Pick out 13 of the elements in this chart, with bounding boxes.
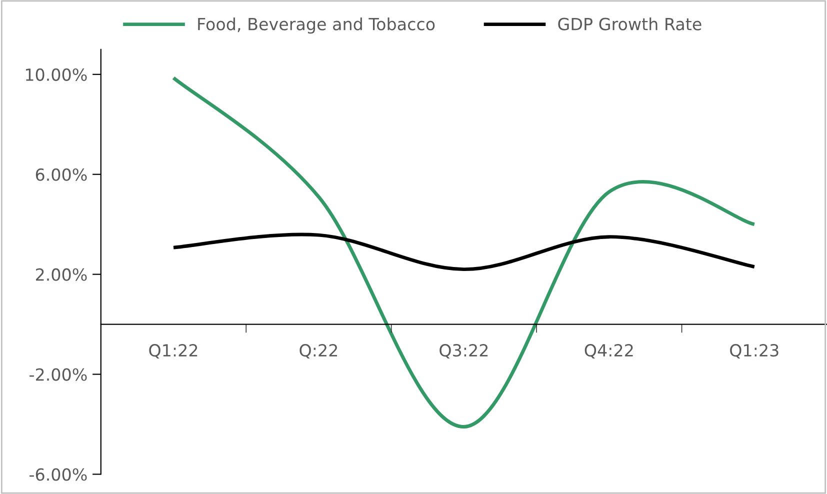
line-series bbox=[172, 232, 756, 272]
y-tick-label: -6.00% bbox=[30, 468, 87, 481]
legend-label: Food, Beverage and Tobacco bbox=[198, 17, 435, 34]
y-tick-label: 10.00% bbox=[26, 68, 87, 81]
x-tick-label: Q1:22 bbox=[149, 344, 198, 359]
y-tick-label: 6.00% bbox=[36, 168, 87, 181]
x-tick-label: Q4:22 bbox=[584, 344, 633, 359]
x-tick-label: Q3:22 bbox=[440, 344, 488, 359]
legend-label: GDP Growth Rate bbox=[558, 17, 702, 30]
y-tick-label: -2.00% bbox=[30, 368, 87, 381]
x-tick-label: Q:22 bbox=[300, 344, 338, 359]
y-tick-label: 2.00% bbox=[36, 268, 87, 281]
x-tick-label: Q1:23 bbox=[730, 344, 778, 359]
